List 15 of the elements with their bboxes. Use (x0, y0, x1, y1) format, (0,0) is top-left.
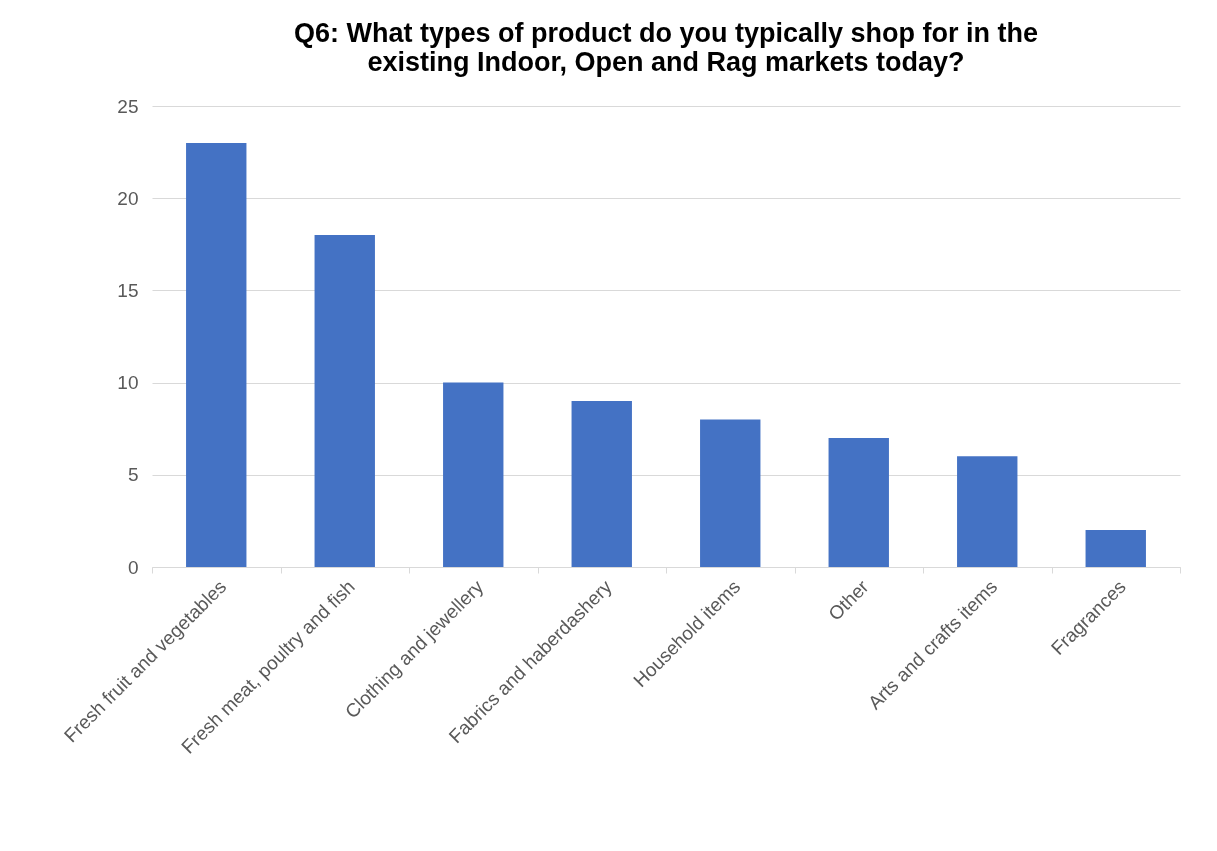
bar (314, 235, 375, 567)
bar (186, 142, 247, 567)
y-tick-label: 15 (117, 279, 139, 301)
bar (571, 401, 632, 567)
y-tick-label: 20 (117, 187, 139, 209)
y-tick-label: 10 (117, 372, 139, 394)
bar (828, 437, 889, 567)
y-tick-label: 0 (127, 556, 139, 578)
y-tick-label: 5 (127, 464, 139, 486)
bar (957, 456, 1018, 567)
bar (1085, 530, 1146, 567)
bar (443, 382, 504, 567)
y-tick-label: 25 (117, 95, 139, 117)
bar (700, 419, 761, 567)
chart-title: Q6: What types of product do you typically shop for in the existing Indoor, Open and Rag markets today? (293, 18, 1039, 77)
